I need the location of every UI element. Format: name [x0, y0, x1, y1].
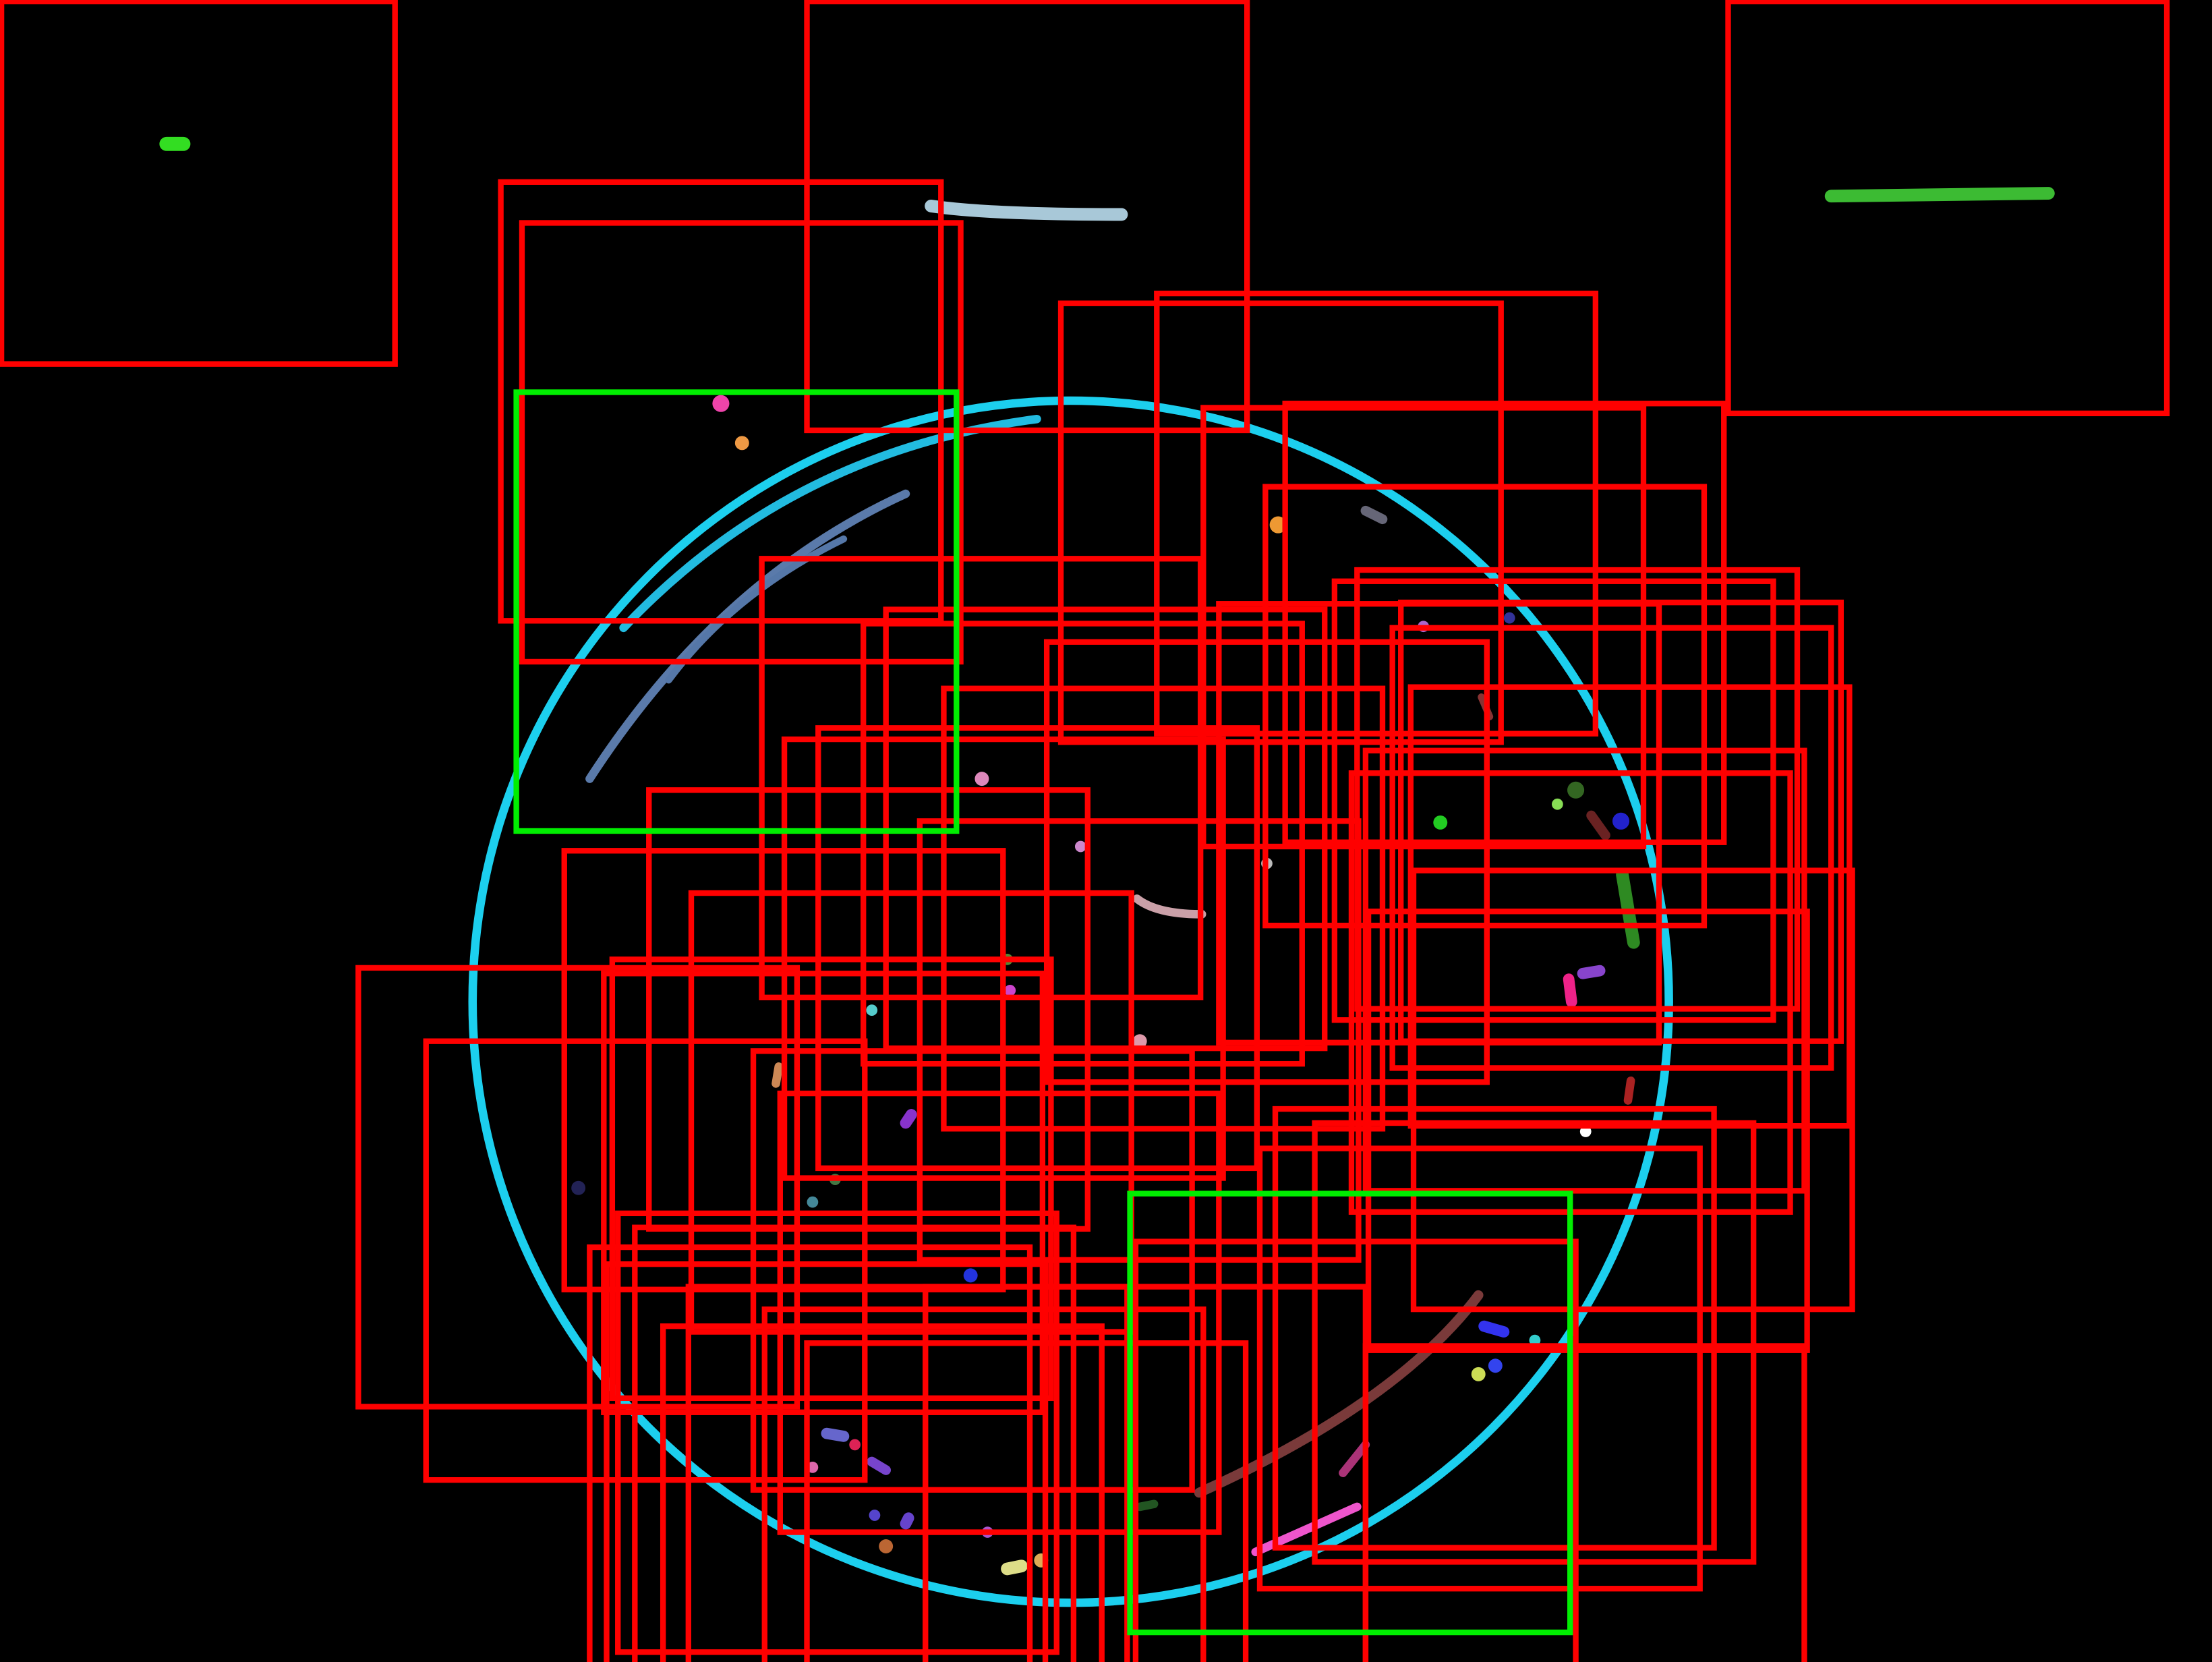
detection-box: [423, 1038, 868, 1483]
dot-mark: [807, 1461, 819, 1473]
dot-mark: [1004, 984, 1016, 996]
stroke-mark: [900, 1109, 917, 1129]
dot-mark: [849, 1439, 861, 1451]
detection-box: [609, 956, 1054, 1402]
dot-mark: [1471, 1367, 1486, 1381]
detection-box: [1132, 1238, 1579, 1662]
dot-mark: [712, 395, 730, 412]
detection-box: [1389, 625, 1834, 1071]
detection-box: [761, 1306, 1206, 1662]
detection-box: [615, 1210, 1059, 1655]
detection-box: [804, 1340, 1249, 1662]
detection-box: [861, 621, 1305, 1067]
dot-mark: [879, 1539, 894, 1553]
detection-box: [604, 1261, 1049, 1662]
detection-box: [519, 220, 964, 665]
dot-mark: [1552, 798, 1563, 810]
detection-box: [1725, 0, 2170, 417]
detection-box: [916, 818, 1362, 1263]
detection-box: [0, 0, 398, 367]
dot-mark: [1488, 1358, 1503, 1373]
dot-mark: [807, 1196, 819, 1208]
detection-box: [632, 1224, 1077, 1662]
stroke-mark: [1339, 1440, 1370, 1477]
stroke-mark: [821, 1427, 850, 1442]
detection-box: [1256, 1145, 1703, 1592]
dot-mark: [1503, 612, 1515, 624]
stroke-mark: [1132, 894, 1206, 919]
dot-mark: [1132, 1034, 1147, 1049]
detection-box: [759, 556, 1204, 1001]
dot-mark: [1612, 812, 1630, 830]
stroke-mark: [1135, 1499, 1159, 1512]
highlight-box: [1127, 1191, 1573, 1636]
detection-box: [1272, 1106, 1717, 1551]
stroke-mark: [1001, 1559, 1028, 1576]
dot-mark: [1433, 815, 1448, 830]
dot-mark: [866, 1004, 878, 1016]
detection-box: [498, 179, 944, 624]
detection-box: [587, 1244, 1033, 1662]
detection-box: [1043, 639, 1490, 1085]
stroke-mark: [1563, 973, 1577, 1008]
stroke-mark: [900, 1512, 914, 1530]
stroke-mark: [1478, 1320, 1510, 1338]
stroke-mark: [1623, 1076, 1635, 1105]
highlight-box: [513, 389, 960, 834]
dot-mark: [1074, 840, 1086, 853]
stroke-mark: [772, 1062, 783, 1088]
detection-box: [1354, 567, 1801, 1012]
dot-mark: [869, 1510, 881, 1521]
stroke-mark: [867, 1456, 891, 1475]
stroke-mark: [925, 199, 1128, 221]
dot-mark: [571, 1180, 586, 1195]
detection-box: [601, 971, 1046, 1415]
detection-box: [1365, 909, 1810, 1353]
stroke-mark: [1360, 505, 1388, 525]
dot-mark: [1567, 781, 1585, 799]
detection-box: [1057, 300, 1504, 745]
stroke-mark: [1577, 965, 1606, 979]
stroke-mark: [1824, 187, 2055, 203]
detection-box: [815, 725, 1260, 1172]
stroke-mark: [665, 535, 848, 684]
dot-mark: [734, 436, 749, 451]
detection-box: [1331, 578, 1776, 1023]
detection-box: [1362, 1343, 1807, 1662]
detection-box: [660, 1323, 1105, 1662]
stroke-mark: [1586, 810, 1610, 840]
green-boxes: [513, 389, 1573, 1636]
detection-box: [1410, 867, 1855, 1313]
detection-box: [804, 0, 1250, 434]
dot-mark: [963, 1268, 978, 1283]
detection-box: [777, 1090, 1222, 1535]
detection-box: [355, 965, 801, 1410]
dot-mark: [974, 772, 989, 786]
detection-box: [1154, 290, 1599, 737]
detection-box: [1312, 1120, 1757, 1565]
detection-box: [688, 890, 1134, 1335]
detection-box: [750, 1048, 1195, 1493]
